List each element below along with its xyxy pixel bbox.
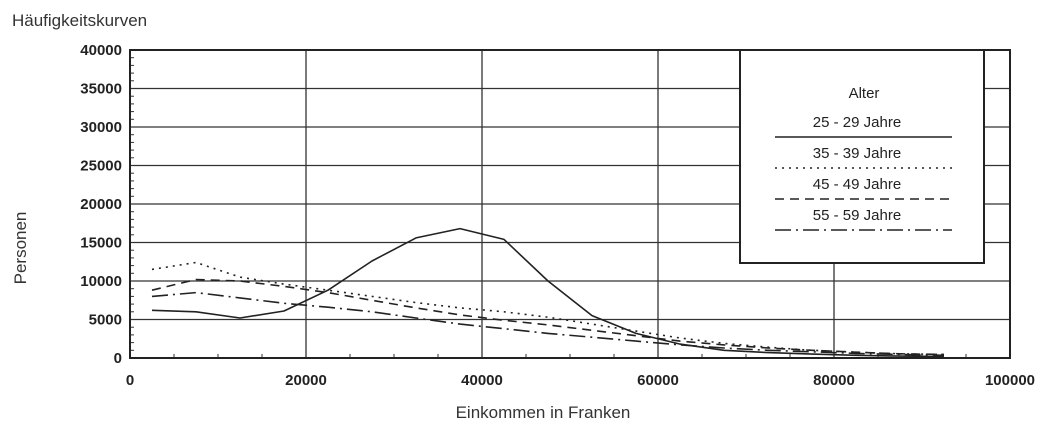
legend: Alter 25 - 29 Jahre 35 - 39 Jahre 45 - 49 …: [739, 49, 985, 264]
y-tick-label: 5000: [89, 312, 122, 329]
legend-label-3: 45 - 49 Jahre: [813, 176, 901, 193]
y-tick-label: 15000: [80, 235, 122, 252]
y-axis-label: Personen: [11, 212, 30, 285]
legend-label-1: 25 - 29 Jahre: [813, 114, 901, 131]
x-tick-label: 0: [126, 372, 134, 389]
x-tick-label: 20000: [285, 372, 327, 389]
series-line-3: [151, 278, 945, 356]
series-line-1: [151, 227, 945, 358]
series-line-2: [151, 261, 945, 356]
y-tick-label: 25000: [80, 158, 122, 175]
x-tick-label: 60000: [637, 372, 679, 389]
y-tick-label: 30000: [80, 119, 122, 136]
x-tick-label: 40000: [461, 372, 503, 389]
legend-label-2: 35 - 39 Jahre: [813, 145, 901, 162]
legend-label-4: 55 - 59 Jahre: [813, 207, 901, 224]
series-lines: [151, 227, 945, 358]
legend-box: [739, 49, 985, 264]
legend-title: Alter: [849, 85, 880, 102]
plot-frame: [129, 49, 1011, 359]
x-axis-label: Einkommen in Franken: [456, 403, 631, 422]
series-line-4: [151, 291, 945, 357]
y-tick-label: 10000: [80, 273, 122, 290]
y-tick-labels: 0 5000 10000 15000 20000 25000 30000 35000 40000: [80, 42, 122, 367]
y-tick-label: 35000: [80, 81, 122, 98]
y-tick-label: 40000: [80, 42, 122, 59]
x-tick-label: 100000: [985, 372, 1035, 389]
chart-title: Häufigkeitskurven: [12, 11, 147, 30]
x-tick-label: 80000: [813, 372, 855, 389]
y-tick-label: 20000: [80, 196, 122, 213]
y-tick-label: 0: [114, 350, 122, 367]
x-tick-labels: 0 20000 40000 60000 80000 100000: [126, 372, 1035, 389]
